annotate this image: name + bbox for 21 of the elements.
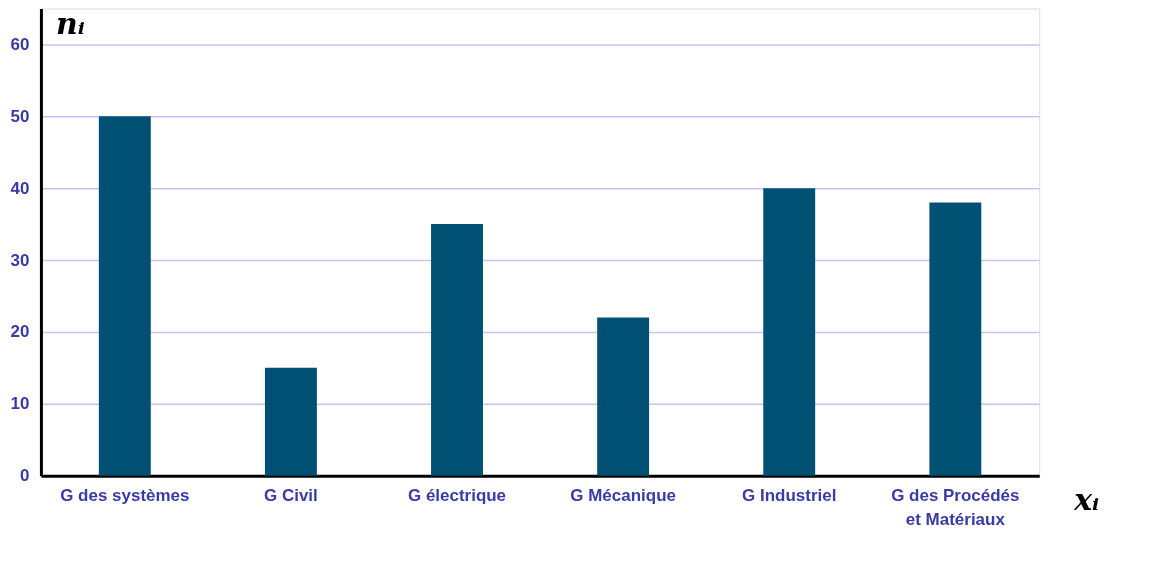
y-tick-label: 60 bbox=[10, 34, 30, 54]
bar bbox=[929, 202, 982, 476]
bar bbox=[264, 367, 317, 476]
bar bbox=[431, 224, 483, 476]
x-tick-label: G Civil bbox=[264, 486, 318, 506]
y-tick-label: 20 bbox=[10, 322, 30, 342]
y-tick-label: 0 bbox=[20, 466, 30, 486]
y-tick-label: 40 bbox=[10, 178, 30, 198]
y-axis-title: nᵢ bbox=[55, 6, 85, 42]
x-tick-label: G électrique bbox=[407, 486, 507, 506]
x-axis-title: xᵢ bbox=[1073, 481, 1100, 517]
x-tick-label: G Industriel bbox=[742, 486, 837, 506]
y-tick-label: 10 bbox=[10, 394, 30, 414]
y-tick-label: 50 bbox=[10, 106, 30, 126]
x-tick-label: G des systèmes bbox=[60, 486, 190, 506]
x-tick-label: G Mécanique bbox=[570, 486, 676, 506]
bar bbox=[98, 116, 151, 476]
bar bbox=[763, 188, 816, 476]
y-tick-label: 30 bbox=[10, 250, 30, 270]
bar bbox=[597, 317, 650, 476]
x-tick-label: G des Procédés et Matériaux bbox=[891, 486, 1020, 530]
